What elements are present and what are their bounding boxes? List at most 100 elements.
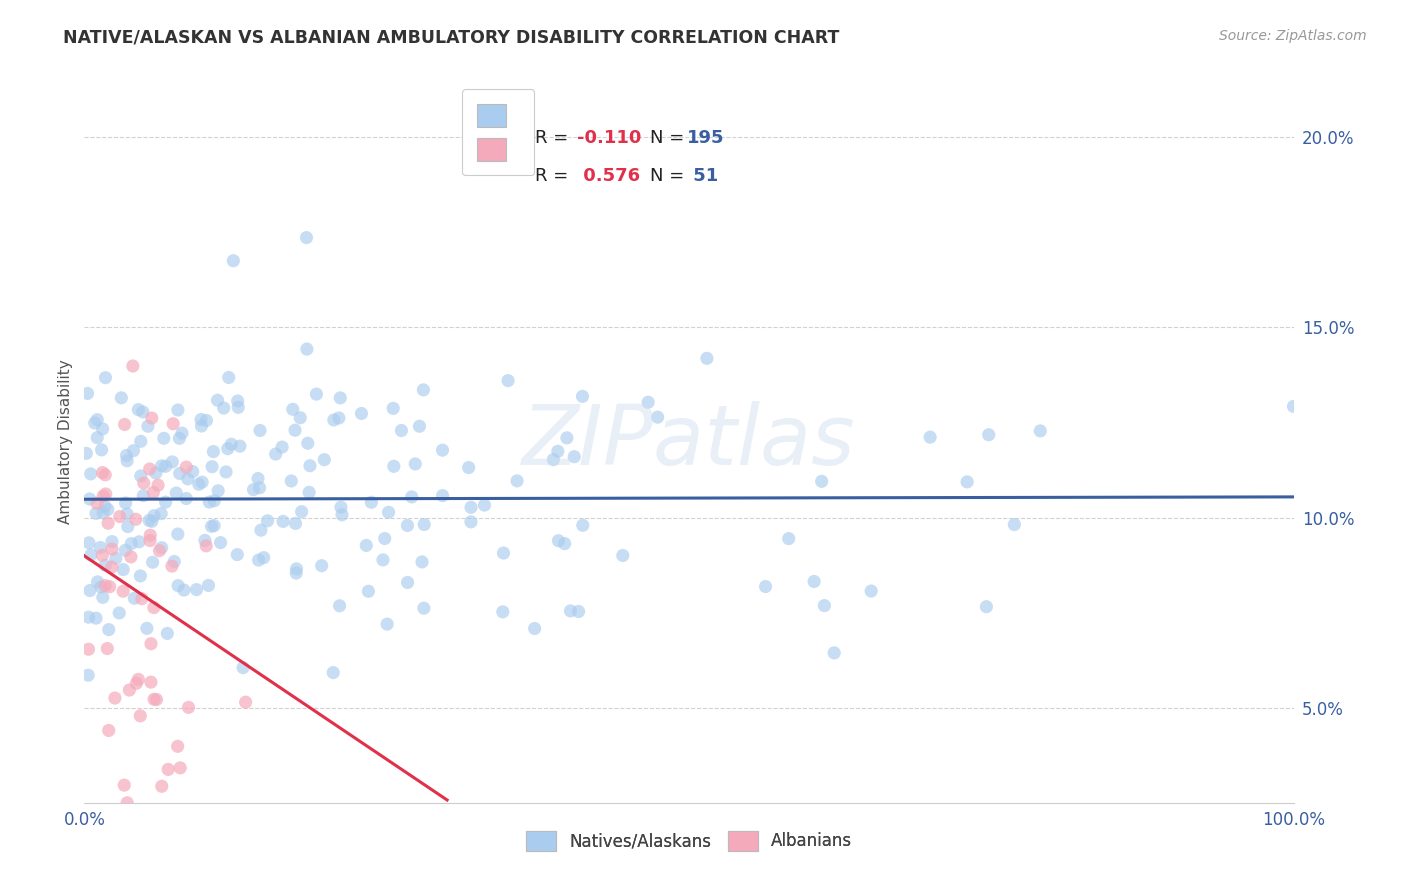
Point [492,605,515,619]
Point [156,626,179,640]
Point [150,507,173,521]
Point [120,536,142,550]
Point [202,518,225,533]
Point [132,476,155,491]
Point [242,483,264,497]
Text: 195: 195 [688,129,724,147]
Point [375,617,398,632]
Point [181,465,204,479]
Point [506,474,529,488]
Point [91,466,114,480]
Point [101,542,124,557]
Point [143,508,166,523]
Point [460,515,482,529]
Point [129,434,152,449]
Point [382,401,405,416]
Point [94,370,117,384]
Point [176,460,198,475]
Point [112,563,135,577]
Point [139,533,162,548]
Point [568,605,591,619]
Point [314,452,336,467]
Point [80,548,103,562]
Point [121,359,143,373]
Point [197,578,219,592]
Point [173,583,195,598]
Text: R =: R = [536,129,574,147]
Y-axis label: Ambulatory Disability: Ambulatory Disability [58,359,73,524]
Point [408,419,430,434]
Point [187,477,209,491]
Point [124,591,146,606]
Point [460,500,482,515]
Point [354,538,377,552]
Point [412,383,434,397]
Point [129,709,152,723]
Point [823,646,845,660]
Point [157,763,180,777]
Point [413,517,436,532]
Point [377,505,399,519]
Point [170,426,193,441]
Point [391,424,413,438]
Point [612,549,634,563]
Point [696,351,718,366]
Point [176,491,198,506]
Legend: Natives/Alaskans, Albanians: Natives/Alaskans, Albanians [517,822,860,860]
Point [235,695,257,709]
Point [215,465,238,479]
Point [290,410,312,425]
Point [547,444,569,458]
Point [371,553,394,567]
Point [114,543,136,558]
Point [284,516,307,531]
Point [150,779,173,793]
Point [110,391,132,405]
Point [117,519,139,533]
Point [322,413,344,427]
Point [112,778,135,792]
Point [285,566,308,580]
Point [298,485,321,500]
Point [125,676,148,690]
Point [226,401,249,415]
Point [571,518,593,533]
Point [202,444,225,458]
Point [94,500,117,514]
Text: 0.576: 0.576 [578,168,641,186]
Point [118,683,141,698]
Point [138,513,160,527]
Point [91,422,114,436]
Point [84,611,107,625]
Point [647,410,669,425]
Point [226,394,249,409]
Point [94,467,117,482]
Point [295,230,318,244]
Point [298,458,321,473]
Point [162,417,184,431]
Point [191,475,214,490]
Point [115,449,138,463]
Point [218,370,240,384]
Point [523,622,546,636]
Point [167,403,190,417]
Point [97,502,120,516]
Point [956,475,979,489]
Point [474,498,496,512]
Point [271,515,294,529]
Point [976,599,998,614]
Point [200,519,222,533]
Point [432,443,454,458]
Text: ZIPatlas: ZIPatlas [522,401,856,482]
Point [104,551,127,566]
Point [457,460,479,475]
Point [396,518,419,533]
Point [153,431,176,445]
Point [207,483,229,498]
Point [810,475,832,489]
Point [754,580,776,594]
Point [101,534,124,549]
Point [77,668,100,682]
Point [229,439,252,453]
Point [247,553,270,567]
